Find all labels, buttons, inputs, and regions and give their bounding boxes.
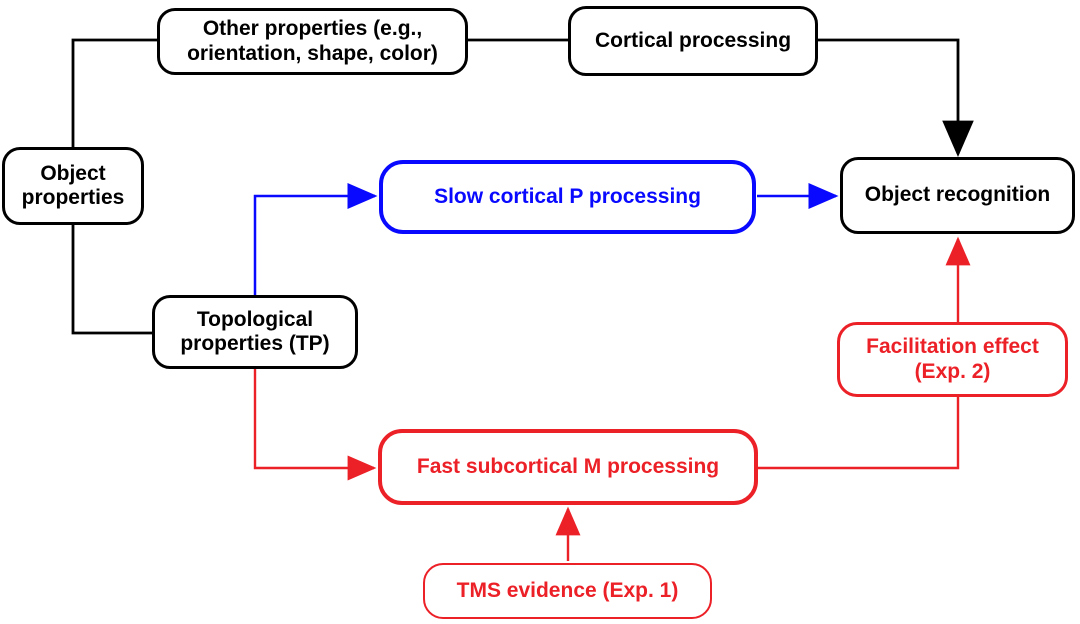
node-slow-cortical-p-processing-label: Slow cortical P processing xyxy=(434,184,701,208)
node-tms-evidence: TMS evidence (Exp. 1) xyxy=(423,563,712,619)
edge-fastsubcortical-objectrecognition xyxy=(756,236,971,470)
node-topological-properties: Topological properties (TP) xyxy=(152,295,358,369)
node-cortical-processing-label: Cortical processing xyxy=(594,28,792,52)
node-object-recognition: Object recognition xyxy=(840,157,1075,234)
node-other-properties-label: Other properties (e.g., orientation, sha… xyxy=(187,17,438,65)
edge-objectproperties-topological xyxy=(71,224,154,335)
node-object-properties-label: Object properties xyxy=(21,161,125,209)
edge-corticalprocessing-objectrecognition xyxy=(816,38,974,158)
node-other-properties: Other properties (e.g., orientation, sha… xyxy=(157,8,468,75)
edge-topological-fastsubcortical xyxy=(253,367,377,481)
node-slow-cortical-p-processing: Slow cortical P processing xyxy=(379,160,756,234)
edge-topological-slowcortical xyxy=(253,183,378,297)
node-tms-evidence-label: TMS evidence (Exp. 1) xyxy=(456,578,679,602)
edge-objectproperties-otherproperties xyxy=(71,38,160,148)
node-facilitation-effect-label: Facilitation effect (Exp. 2) xyxy=(866,335,1039,383)
node-object-recognition-label: Object recognition xyxy=(864,183,1051,207)
node-fast-subcortical-m-processing: Fast subcortical M processing xyxy=(378,429,758,505)
node-topological-properties-label: Topological properties (TP) xyxy=(180,307,330,355)
node-fast-subcortical-m-processing-label: Fast subcortical M processing xyxy=(416,454,720,478)
node-object-properties: Object properties xyxy=(2,147,144,225)
node-cortical-processing: Cortical processing xyxy=(568,6,818,76)
node-facilitation-effect: Facilitation effect (Exp. 2) xyxy=(837,322,1068,397)
